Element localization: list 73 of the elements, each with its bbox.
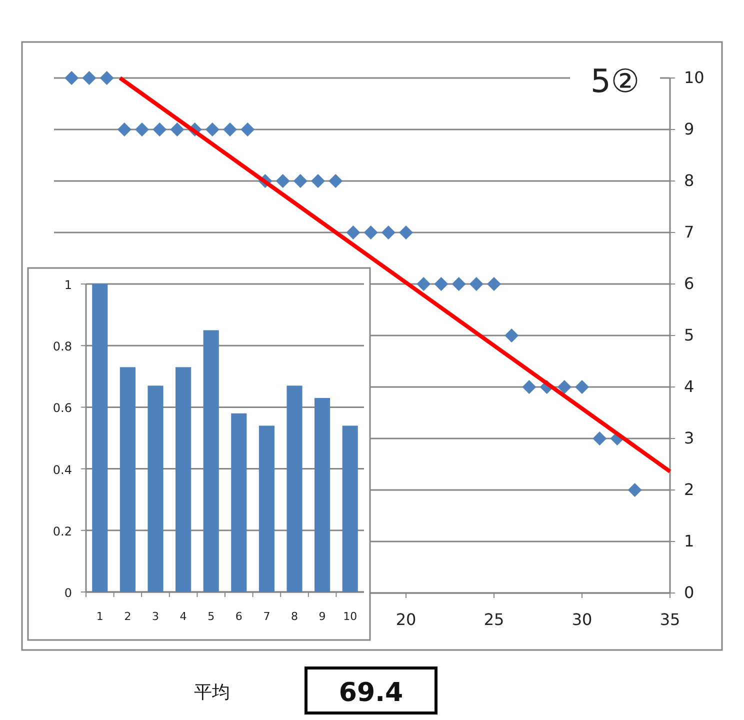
point [82,71,96,85]
point [434,277,448,291]
x-tick-label: 5 [208,610,215,623]
x-tick-label: 7 [263,610,270,623]
bar [286,386,302,592]
bar [342,426,358,592]
point [504,328,519,342]
bar [314,398,330,592]
bar [120,367,136,592]
text: 平均 [194,682,230,703]
point [205,122,220,136]
point [487,277,501,291]
bar [231,413,247,592]
text: 69.4 [338,678,404,708]
y-tick-label: 5 [684,326,694,344]
y-tick-label: 7 [684,222,694,242]
y-tick-label: 6 [684,274,694,293]
point [381,226,396,240]
bar [176,367,192,592]
point [100,71,114,85]
y-tick-label: 3 [684,428,694,448]
point [170,122,184,136]
y-tick-label: 1 [64,278,72,292]
y-tick-label: 2 [684,480,694,499]
y-tick-label: 9 [684,120,694,138]
point [364,226,378,240]
x-tick-label: 6 [235,610,242,623]
point [223,122,237,136]
x-tick-label: 2 [124,610,132,623]
point [628,483,642,497]
x-tick-label: 10 [343,610,358,623]
bar [203,330,219,592]
point [575,380,589,394]
point [399,226,413,240]
point [293,174,308,188]
x-tick-label: 8 [291,610,298,623]
bar [92,284,108,592]
x-tick-label: 20 [396,610,416,629]
y-tick-label: 8 [684,171,694,190]
y-tick-label: 0.2 [52,524,72,538]
point [469,277,484,291]
point [64,71,79,85]
y-tick-label: 4 [684,377,694,396]
point [117,122,132,136]
y-tick-label: 1 [684,532,694,550]
x-tick-label: 4 [180,610,187,623]
x-tick-label: 25 [484,610,504,629]
point [240,122,255,136]
x-tick-label: 35 [660,610,680,629]
y-tick-label: 0.4 [52,462,72,477]
x-tick-label: 3 [152,610,159,623]
point [557,380,572,394]
y-tick-label: 0 [684,583,694,602]
bar [258,426,274,592]
y-tick-label: 0.8 [52,340,72,354]
y-tick-label: 10 [684,68,704,87]
chart-title: 5② [590,62,640,100]
point [522,380,536,394]
point [276,174,290,188]
y-tick-label: 0.6 [52,401,72,416]
point [328,174,343,188]
point [592,432,607,446]
x-tick-label: 30 [572,610,592,629]
x-tick-label: 9 [318,610,326,623]
point [416,277,431,291]
point [346,226,360,240]
point [152,122,167,136]
point [311,174,325,188]
bar [148,386,164,592]
point [452,277,466,291]
x-tick-label: 1 [96,610,104,623]
point [135,122,149,136]
y-tick-label: 0 [64,586,72,600]
